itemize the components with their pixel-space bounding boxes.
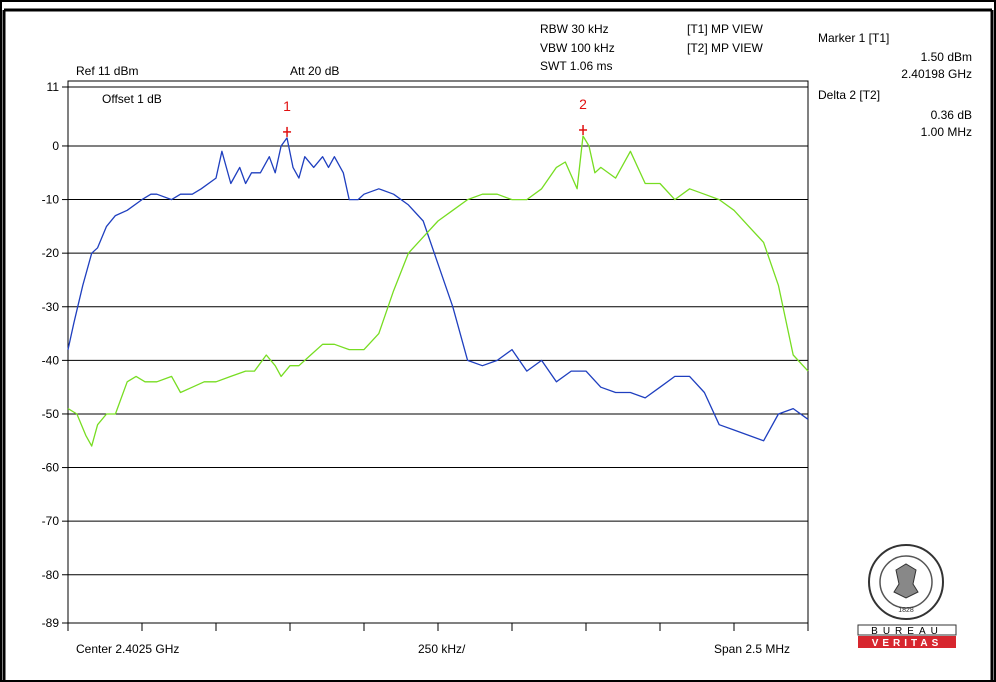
logo-word2: VERITAS <box>872 638 943 649</box>
marker-2-label: 2 <box>579 96 587 112</box>
marker1-title: Marker 1 [T1] <box>818 31 890 45</box>
y-tick-label: 0 <box>52 139 59 153</box>
delta2-title: Delta 2 [T2] <box>818 88 881 102</box>
center-freq-label: Center 2.4025 GHz <box>76 642 180 656</box>
logo-figure-icon <box>893 563 919 599</box>
y-tick-label: 11 <box>47 80 60 94</box>
per-division-label: 250 kHz/ <box>418 642 466 656</box>
span-label: Span 2.5 MHz <box>714 642 791 656</box>
t1-view-label: [T1] MP VIEW <box>687 22 763 36</box>
y-tick-label: -89 <box>42 616 60 630</box>
y-tick-label: -30 <box>42 300 60 314</box>
grid-lines <box>68 86 808 576</box>
y-tick-label: -40 <box>42 353 60 367</box>
vbw-label: VBW 100 kHz <box>540 41 615 55</box>
t2-view-label: [T2] MP VIEW <box>687 41 763 55</box>
y-tick-label: -10 <box>42 193 60 207</box>
y-tick-label: -70 <box>42 514 60 528</box>
delta2-freq: 1.00 MHz <box>920 125 972 139</box>
y-tick-label: -80 <box>42 568 60 582</box>
logo-year: 1828 <box>898 607 914 614</box>
y-tick-label: -20 <box>42 246 60 260</box>
y-tick-labels: 11 0 -10 -20 -30 -40 -50 -60 -70 -80 -89 <box>42 80 68 630</box>
y-tick-label: -60 <box>42 461 60 475</box>
trace-2 <box>67 135 809 447</box>
plot-frame <box>67 80 809 624</box>
swt-label: SWT 1.06 ms <box>540 59 613 73</box>
marker1-freq: 2.40198 GHz <box>901 67 972 81</box>
logo-word1: BUREAU <box>871 626 943 637</box>
delta2-level: 0.36 dB <box>930 108 972 122</box>
marker1-level: 1.50 dBm <box>920 50 972 64</box>
trace-1 <box>67 137 809 442</box>
attenuation-label: Att 20 dB <box>290 64 340 78</box>
y-tick-label: -50 <box>42 407 60 421</box>
x-tick-marks <box>67 623 809 631</box>
marker-1-label: 1 <box>283 98 291 114</box>
rbw-label: RBW 30 kHz <box>540 22 609 36</box>
offset-label: Offset 1 dB <box>102 92 162 106</box>
logo-word2-box <box>858 636 956 648</box>
bureau-veritas-logo: BUREAU VERITAS 1828 <box>857 544 957 649</box>
ref-level-label: Ref 11 dBm <box>76 64 139 78</box>
logo-word1-box <box>857 624 957 636</box>
traces <box>67 135 809 447</box>
